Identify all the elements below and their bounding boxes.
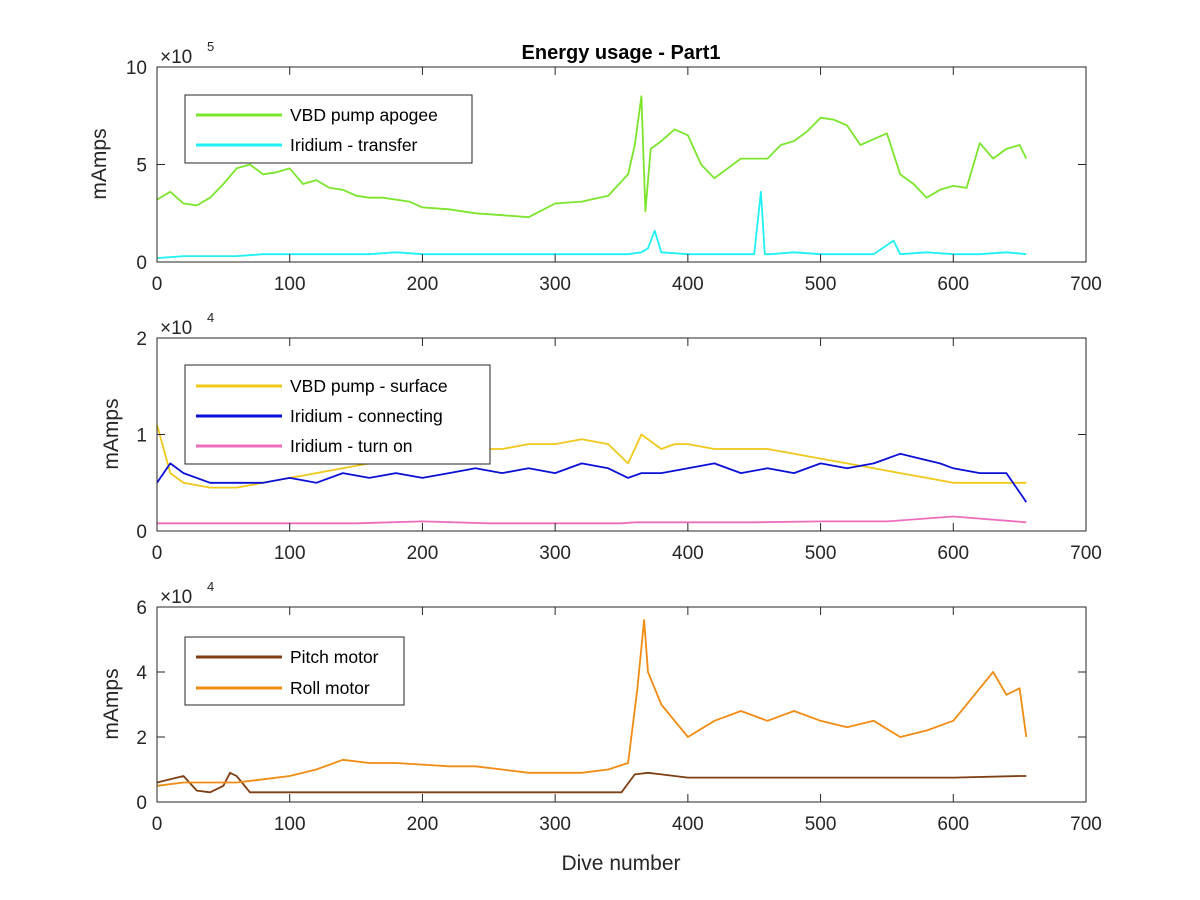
legend-3: Pitch motor Roll motor	[184, 636, 405, 706]
y-tick-label: 1	[136, 426, 147, 447]
y-multiplier-exponent-2: 4	[207, 310, 214, 325]
x-tick-label: 100	[274, 814, 306, 835]
x-tick-label: 200	[407, 543, 439, 564]
series-line-iridium-transfer	[156, 190, 1027, 259]
x-tick-label: 700	[1070, 274, 1102, 295]
x-tick-label: 500	[805, 274, 837, 295]
panel-2: ×10 4 mAmps 0 100 200 300 400 500 600 700 0 1 2 VB…	[100, 310, 1102, 564]
legend-label-iridium-connecting: Iridium - connecting	[290, 406, 443, 426]
series-line-iridium-connecting	[156, 452, 1028, 503]
legend-1: VBD pump apogee Iridium - transfer	[184, 94, 473, 164]
y-tick-label: 4	[136, 663, 147, 684]
y-tick-label: 0	[136, 793, 147, 814]
series-line-vbd-pump-apogee	[156, 95, 1028, 219]
y-tick-label: 5	[136, 156, 147, 177]
series-layer-3	[156, 619, 1028, 794]
x-tick-label: 100	[274, 274, 306, 295]
axes-box-3	[156, 606, 1087, 803]
x-tick-label: 300	[539, 543, 571, 564]
y-multiplier-base-1: ×10	[160, 47, 192, 68]
x-tick-label: 0	[152, 274, 163, 295]
legend-label-vbd-pump-apogee: VBD pump apogee	[290, 105, 438, 125]
x-tick-label: 200	[407, 814, 439, 835]
x-tick-label: 100	[274, 543, 306, 564]
x-axis-label: Dive number	[561, 852, 680, 875]
panel-1: Energy usage - Part1 ×10 5 mAmps 0 100 200…	[88, 39, 1102, 295]
y-tick-label: 10	[126, 58, 147, 79]
y-axis-label-3: mAmps	[100, 668, 123, 739]
x-tick-label: 300	[539, 274, 571, 295]
legend-label-vbd-pump-surface: VBD pump - surface	[290, 376, 448, 396]
legend-label-iridium-turn-on: Iridium - turn on	[290, 436, 413, 456]
series-layer-1	[156, 95, 1028, 259]
y-axis-label-1: mAmps	[88, 128, 111, 199]
x-tick-label: 400	[672, 814, 704, 835]
x-tick-label: 400	[672, 274, 704, 295]
y-multiplier-exponent-1: 5	[207, 39, 214, 54]
x-tick-label: 700	[1070, 814, 1102, 835]
y-tick-label: 2	[136, 329, 147, 350]
series-line-iridium-turn-on	[157, 515, 1027, 525]
x-tick-label: 300	[539, 814, 571, 835]
x-tick-label: 600	[937, 543, 969, 564]
panel-3: ×10 4 mAmps 0 100 200 300 400 500 600 700 0 2 4 6 P…	[100, 579, 1102, 875]
y-tick-label: 2	[136, 728, 147, 749]
x-tick-label: 0	[152, 543, 163, 564]
legend-box-1	[184, 94, 473, 164]
axis-layer-2: 0 100 200 300 400 500 600 700 0 1 2	[136, 329, 1101, 564]
x-tick-label: 0	[152, 814, 163, 835]
y-multiplier-base-3: ×10	[160, 587, 192, 608]
legend-2: VBD pump - surface Iridium - connecting …	[184, 364, 491, 465]
axis-layer-3: 0 100 200 300 400 500 600 700 0 2 4 6	[136, 598, 1101, 835]
legend-box-3	[184, 636, 405, 706]
series-line-pitch-motor	[156, 771, 1027, 794]
x-tick-label: 700	[1070, 543, 1102, 564]
x-tick-label: 600	[937, 274, 969, 295]
y-tick-label: 0	[136, 522, 147, 543]
y-tick-label: 6	[136, 598, 147, 619]
series-layer-2	[156, 424, 1028, 525]
chart-title: Energy usage - Part1	[522, 42, 721, 64]
x-tick-label: 200	[407, 274, 439, 295]
series-line-vbd-pump-surface	[156, 424, 1027, 489]
y-axis-label-2: mAmps	[100, 398, 123, 469]
series-line-roll-motor	[156, 619, 1028, 787]
y-multiplier-exponent-3: 4	[207, 579, 214, 594]
x-tick-label: 400	[672, 543, 704, 564]
y-tick-label: 0	[136, 253, 147, 274]
axis-layer-1: 0 100 200 300 400 500 600 700 0 5 10	[126, 58, 1102, 295]
x-tick-label: 500	[805, 814, 837, 835]
legend-label-iridium-transfer: Iridium - transfer	[290, 135, 418, 155]
x-tick-label: 600	[937, 814, 969, 835]
legend-label-roll-motor: Roll motor	[290, 678, 370, 698]
x-tick-label: 500	[805, 543, 837, 564]
y-multiplier-base-2: ×10	[160, 318, 192, 339]
legend-label-pitch-motor: Pitch motor	[290, 647, 379, 667]
